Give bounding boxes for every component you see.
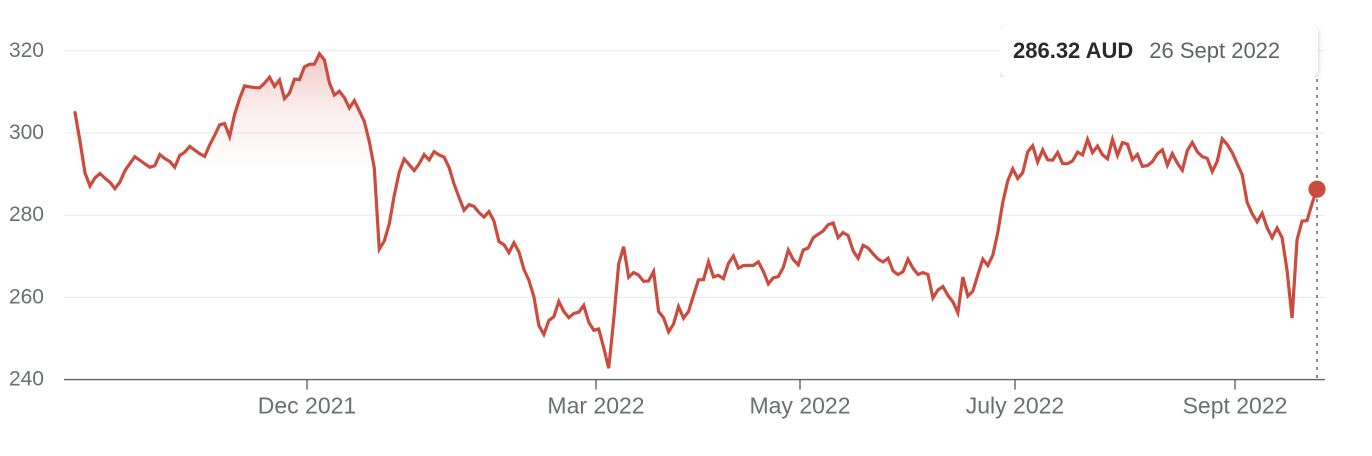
svg-text:Sept 2022: Sept 2022 (1183, 393, 1288, 419)
svg-text:300: 300 (9, 121, 44, 144)
svg-text:May 2022: May 2022 (749, 393, 850, 419)
svg-text:280: 280 (9, 203, 44, 226)
svg-text:Mar 2022: Mar 2022 (547, 393, 644, 419)
svg-text:Dec 2021: Dec 2021 (258, 393, 356, 419)
svg-text:July 2022: July 2022 (966, 393, 1064, 419)
svg-text:320: 320 (9, 39, 44, 62)
svg-text:260: 260 (9, 285, 44, 308)
svg-text:240: 240 (9, 368, 44, 391)
